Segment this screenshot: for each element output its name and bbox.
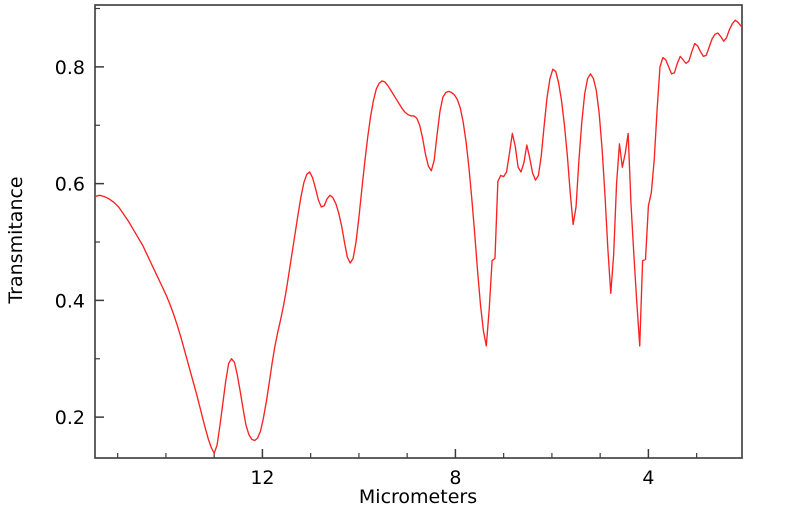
y-axis-ticks (95, 7, 104, 418)
plot-frame (94, 4, 743, 459)
x-axis-title: Micrometers (359, 486, 477, 508)
y-tick-label: 0.2 (55, 407, 85, 429)
y-tick-label: 0.6 (55, 174, 85, 196)
x-tick-label: 4 (642, 467, 654, 489)
y-axis-tick-labels: 0.2 0.4 0.6 0.8 (55, 57, 85, 429)
y-axis-title: Transmitance (5, 176, 27, 304)
x-axis-ticks (117, 449, 698, 458)
spectrum-curve (95, 19, 742, 455)
y-tick-label: 0.4 (55, 290, 85, 312)
y-tick-label: 0.8 (55, 57, 85, 79)
x-tick-label: 8 (449, 467, 461, 489)
x-axis-tick-labels: 12 8 4 (250, 467, 654, 489)
x-tick-label: 12 (250, 467, 274, 489)
